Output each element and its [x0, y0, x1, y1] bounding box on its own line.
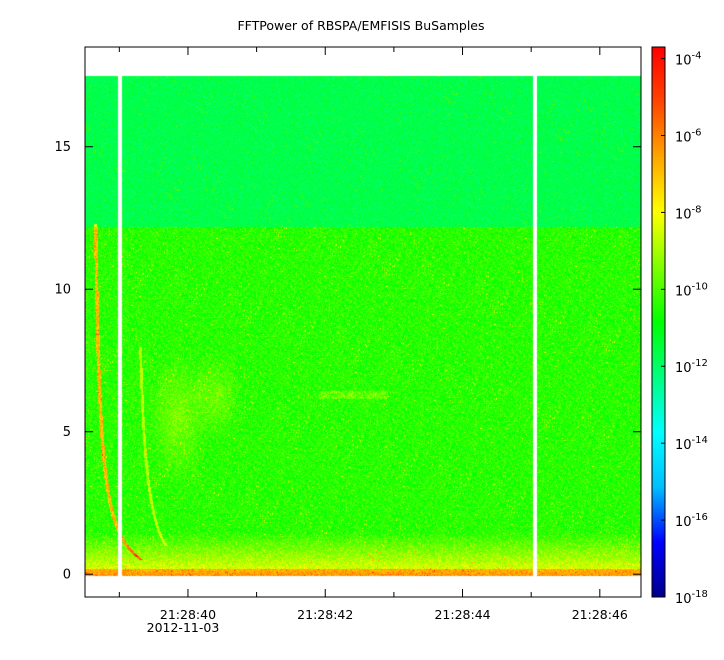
- x-tick-label: 21:28:44: [434, 607, 490, 622]
- colorbar-tick-label: 10-18: [675, 589, 708, 607]
- spectrogram-plot-area: [84, 46, 642, 598]
- colorbar-tick-label: 10-6: [675, 127, 702, 145]
- y-axis: 0 5 10 15: [54, 140, 641, 583]
- y-tick-label: 0: [63, 568, 71, 583]
- y-tick-label: 5: [63, 425, 71, 440]
- x-tick-date-label: 2012-11-03: [147, 620, 220, 635]
- colorbar-tick-label: 10-8: [675, 204, 702, 222]
- x-tick-label: 21:28:40: [160, 607, 216, 622]
- x-tick-label: 21:28:42: [297, 607, 353, 622]
- colorbar: 10-4 10-6 10-8 10-10 10-12 10-14 10-16 10-18: [651, 46, 708, 607]
- colorbar-tick-label: 10-14: [675, 435, 708, 453]
- x-tick-label: 21:28:46: [572, 607, 628, 622]
- plot-frame: [84, 46, 642, 598]
- colorbar-gradient: [651, 46, 666, 598]
- y-tick-label: 10: [54, 283, 71, 298]
- colorbar-tick-label: 10-12: [675, 358, 708, 376]
- colorbar-tick-label: 10-10: [675, 281, 708, 299]
- spectrogram-heatmap: [85, 47, 641, 597]
- colorbar-tick-label: 10-16: [675, 512, 708, 530]
- y-tick-label: 15: [54, 140, 71, 155]
- colorbar-tick-label: 10-4: [675, 51, 702, 69]
- chart-title: FFTPower of RBSPA/EMFISIS BuSamples: [237, 18, 484, 33]
